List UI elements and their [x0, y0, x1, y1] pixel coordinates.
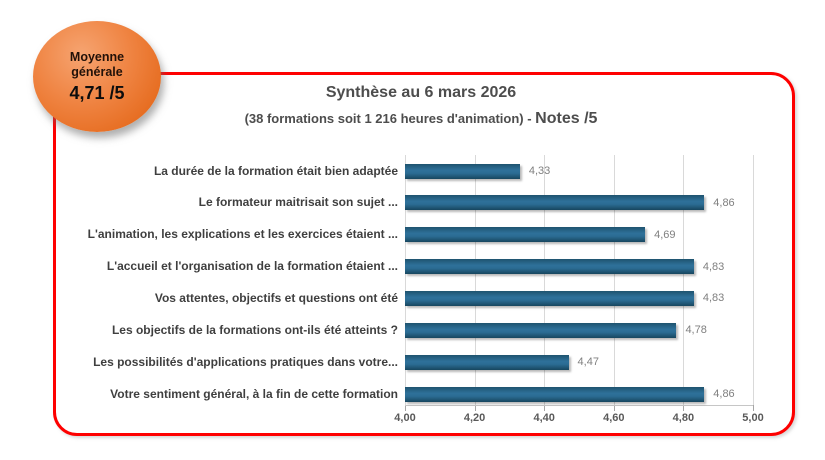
badge-label-line1: Moyenne	[69, 50, 125, 64]
category-label: La durée de la formation était bien adap…	[153, 163, 398, 178]
chart-header: Synthèse au 6 mars 2026 (38 formations s…	[53, 84, 789, 127]
bar-value-label: 4,33	[528, 165, 551, 177]
x-gridline	[683, 155, 685, 405]
badge-score: 4,71 /5	[69, 83, 125, 103]
bar	[405, 354, 569, 370]
x-axis-tick	[613, 405, 615, 411]
bar-value-label: 4,83	[702, 292, 725, 305]
bar	[405, 386, 705, 402]
bar	[405, 259, 694, 275]
chart-title: Synthèse au 6 mars 2026	[325, 84, 517, 101]
x-axis-tick-label: 4,20	[463, 412, 486, 424]
bar	[405, 322, 677, 338]
badge-label-line2: générale	[71, 65, 123, 79]
x-gridline	[544, 155, 546, 405]
x-gridline	[753, 155, 754, 405]
bar-value-label: 4,47	[577, 356, 599, 369]
bar	[405, 227, 646, 243]
bar	[405, 163, 520, 179]
category-label: Votre sentiment général, à la fin de cet…	[110, 386, 398, 401]
bar	[405, 195, 705, 211]
bar-value-label: 4,69	[654, 228, 676, 241]
x-axis-tick	[683, 405, 685, 411]
bar-value-label: 4,86	[713, 388, 735, 401]
x-gridline	[405, 155, 406, 405]
chart-subtitle: (38 formations soit 1 216 heures d'anima…	[53, 111, 789, 127]
category-label: L'animation, les explications et les exe…	[87, 227, 398, 242]
bar-value-label: 4,86	[713, 196, 735, 209]
average-score-badge: Moyenne générale 4,71 /5	[33, 21, 161, 132]
bar	[405, 290, 694, 306]
category-label: Le formateur maitrisait son sujet ...	[198, 195, 398, 210]
category-label: Les possibilités d'applications pratique…	[93, 354, 398, 369]
x-gridline	[613, 155, 615, 405]
x-axis-tick-label: 4,60	[603, 412, 625, 424]
category-label: L'accueil et l'organisation de la format…	[106, 259, 398, 274]
chart-frame-border	[53, 72, 795, 436]
x-axis-tick-label: 5,00	[742, 412, 764, 424]
x-gridline	[474, 155, 476, 405]
bar-value-label: 4,78	[685, 324, 707, 337]
chart-subtitle-notes: Notes /5	[535, 110, 598, 127]
category-label: Les objectifs de la formations ont-ils é…	[111, 322, 398, 337]
x-axis-tick	[474, 405, 476, 411]
x-axis-tick-label: 4,40	[533, 412, 555, 424]
category-label: Vos attentes, objectifs et questions ont…	[154, 290, 398, 305]
x-axis-line	[405, 405, 753, 406]
x-axis-tick	[405, 405, 406, 411]
chart-subtitle-prefix: (38 formations soit 1 216 heures d'anima…	[244, 111, 536, 126]
bar-value-label: 4,83	[702, 260, 725, 273]
x-axis-tick	[753, 405, 754, 411]
x-axis-tick	[544, 405, 546, 411]
x-axis-tick-label: 4,80	[672, 412, 695, 424]
x-axis-tick-label: 4,00	[394, 412, 416, 424]
